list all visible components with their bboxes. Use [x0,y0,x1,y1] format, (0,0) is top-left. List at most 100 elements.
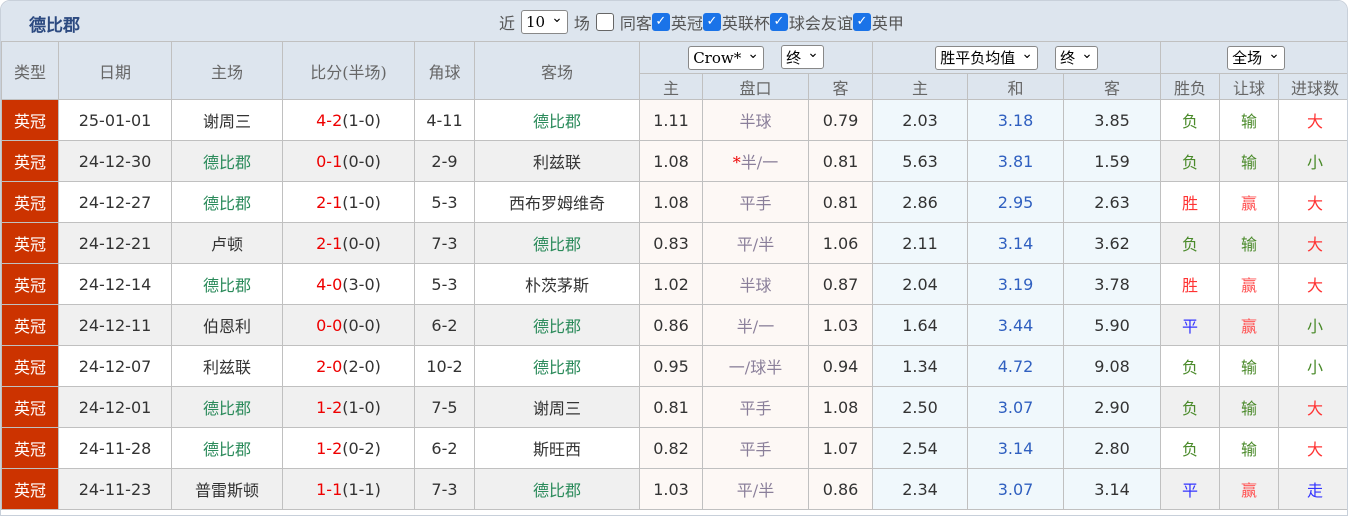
col-type: 类型 [1,41,59,100]
away-team[interactable]: 谢周三 [474,386,640,428]
scope-header: 全场 [1160,41,1347,74]
avg-home-odds: 2.50 [872,386,969,428]
table-row: 英冠 24-12-14 德比郡 4-0(3-0) 5-3 朴茨茅斯 1.02 半球 0.87 2.… [1,263,1347,305]
away-team[interactable]: 德比郡 [474,304,640,346]
avg-odds-header: 胜平负均值 终 [872,41,1162,74]
handicap-line-value: 平/半 [736,235,775,254]
full-time-score: 4-0 [316,274,343,294]
handicap-line-value: 半球 [739,112,772,131]
filter-label[interactable]: 英甲 [871,14,904,33]
corner-score: 5-3 [414,181,475,223]
match-date: 24-12-07 [58,345,172,387]
home-team[interactable]: 德比郡 [171,263,283,305]
away-team[interactable]: 利兹联 [474,140,640,182]
match-date: 24-12-21 [58,222,172,264]
crown-home-odds: 0.82 [639,427,703,469]
away-team[interactable]: 德比郡 [474,222,640,264]
table-row: 英冠 24-12-01 德比郡 1-2(1-0) 7-5 谢周三 0.81 平手 1.08 2.5… [1,386,1347,428]
home-team[interactable]: 普雷斯顿 [171,468,283,510]
odds-type-select[interactable]: 胜平负均值 [935,45,1038,70]
crown-home-odds: 1.08 [639,140,703,182]
match-result: 负 [1160,99,1221,141]
avg-stage-select[interactable]: 终 [1055,45,1098,70]
handicap-line-value: 半球 [739,276,772,295]
col-date: 日期 [58,41,172,100]
handicap-result: 输 [1219,386,1280,428]
col-corner: 角球 [414,41,475,100]
crown-stage-select[interactable]: 终 [781,45,824,70]
match-result: 负 [1160,222,1221,264]
home-team[interactable]: 伯恩利 [171,304,283,346]
filter-checkbox[interactable]: ✓ [769,13,788,31]
filters: 近 10 场 同客✓英冠✓英联杯✓球会友谊✓英甲 [499,10,904,34]
match-date: 24-12-27 [58,181,172,223]
score-cell: 4-0(3-0) [282,263,415,305]
full-time-score: 1-2 [316,397,343,417]
score-cell: 4-2(1-0) [282,99,415,141]
home-team[interactable]: 利兹联 [171,345,283,387]
away-team[interactable]: 西布罗姆维奇 [474,181,640,223]
match-type: 英冠 [1,345,59,387]
full-time-score: 4-2 [316,110,343,130]
goals-result: 大 [1278,263,1347,305]
home-team[interactable]: 德比郡 [171,427,283,469]
corner-score: 5-3 [414,263,475,305]
recent-count-select[interactable]: 10 [521,10,568,34]
handicap-line: 平/半 [702,468,809,510]
away-team[interactable]: 德比郡 [474,468,640,510]
crown-home-odds: 1.02 [639,263,703,305]
filter-label[interactable]: 英冠 [670,14,703,33]
crown-away-odds: 0.79 [807,99,874,141]
avg-draw-odds: 4.72 [967,345,1065,387]
home-team[interactable]: 德比郡 [171,140,283,182]
handicap-result: 赢 [1219,181,1280,223]
handicap-line: 半球 [702,263,809,305]
filter-checkbox[interactable]: ✓ [651,13,670,31]
filter-checkbox[interactable]: ✓ [702,13,721,31]
corner-score: 7-3 [414,468,475,510]
handicap-line-value: 平/半 [736,481,775,500]
goals-result: 小 [1278,304,1347,346]
bookmaker-select[interactable]: Crow* [688,45,764,70]
match-date: 24-12-11 [58,304,172,346]
matches-label: 场 [573,14,590,33]
match-type: 英冠 [1,140,59,182]
match-date: 24-12-01 [58,386,172,428]
crown-away-odds: 0.87 [807,263,874,305]
handicap-line: 一/球半 [702,345,809,387]
half-time-score: (1-0) [342,192,381,212]
filter-checkbox[interactable]: ✓ [852,13,871,31]
col-home: 主场 [171,41,283,100]
half-time-score: (1-0) [342,110,381,130]
match-result: 胜 [1160,181,1221,223]
full-time-score: 0-0 [316,315,343,335]
full-time-score: 1-2 [316,438,343,458]
handicap-result: 输 [1219,99,1280,141]
home-team[interactable]: 德比郡 [171,386,283,428]
match-date: 24-12-14 [58,263,172,305]
filter-label[interactable]: 球会友谊 [788,14,853,33]
avg-home-odds: 5.63 [872,140,969,182]
filter-checkbox[interactable] [595,13,614,31]
home-team[interactable]: 卢顿 [171,222,283,264]
full-time-score: 0-1 [316,151,343,171]
col-goals: 进球数 [1278,73,1347,100]
score-cell: 2-0(2-0) [282,345,415,387]
handicap-line: 半/一 [702,304,809,346]
table-row: 英冠 24-12-11 伯恩利 0-0(0-0) 6-2 德比郡 0.86 半/一 1.03 1.… [1,304,1347,346]
scope-select[interactable]: 全场 [1227,45,1285,70]
away-team[interactable]: 德比郡 [474,345,640,387]
match-type: 英冠 [1,181,59,223]
score-cell: 1-2(1-0) [282,386,415,428]
filter-label[interactable]: 同客 [619,14,652,33]
away-team[interactable]: 德比郡 [474,99,640,141]
filter-label[interactable]: 英联杯 [721,14,770,33]
home-team[interactable]: 德比郡 [171,181,283,223]
match-type: 英冠 [1,468,59,510]
away-team[interactable]: 斯旺西 [474,427,640,469]
half-time-score: (0-2) [342,438,381,458]
away-team[interactable]: 朴茨茅斯 [474,263,640,305]
half-time-score: (2-0) [342,356,381,376]
home-team[interactable]: 谢周三 [171,99,283,141]
